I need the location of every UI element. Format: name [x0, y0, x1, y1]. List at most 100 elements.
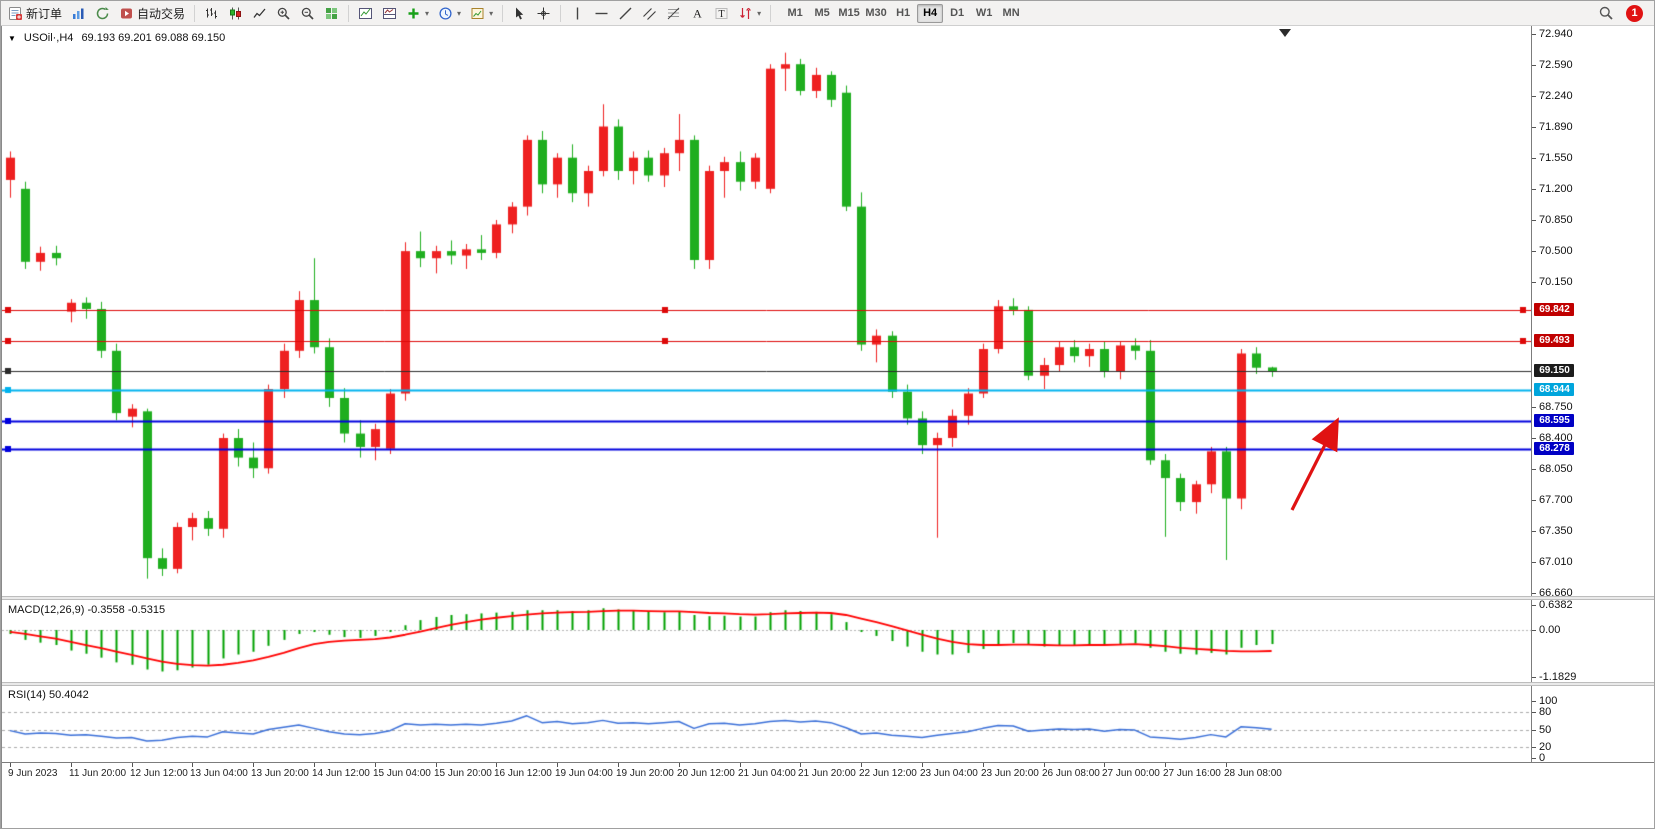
new-order-button[interactable]: 新订单 — [4, 3, 66, 24]
chart-title: ▼ USOil·,H4 69.193 69.201 69.088 69.150 — [8, 32, 225, 44]
tile-windows-button[interactable] — [320, 3, 343, 24]
price-axis-tick — [1532, 562, 1536, 563]
chart-subwindow-button[interactable] — [378, 3, 401, 24]
new-order-icon — [8, 6, 23, 21]
template-icon — [470, 6, 485, 21]
horizontal-line-tool-button[interactable] — [590, 3, 613, 24]
zoom-out-button[interactable] — [296, 3, 319, 24]
time-axis-label: 13 Jun 20:00 — [251, 768, 309, 779]
time-axis-label: 19 Jun 20:00 — [616, 768, 674, 779]
vertical-line-tool-button[interactable] — [566, 3, 589, 24]
price-axis-label: 20 — [1539, 741, 1552, 753]
time-axis-label: 15 Jun 20:00 — [434, 768, 492, 779]
fibonacci-icon — [666, 6, 681, 21]
time-axis-label: 19 Jun 04:00 — [555, 768, 613, 779]
zoom-in-button[interactable] — [272, 3, 295, 24]
time-axis-tick — [192, 763, 193, 767]
time-axis-tick — [800, 763, 801, 767]
price-axis-label: 50 — [1539, 724, 1552, 736]
chevron-down-icon: ▾ — [757, 8, 762, 18]
chevron-down-icon: ▾ — [457, 8, 462, 18]
timeframe-button-h1[interactable]: H1 — [890, 4, 916, 23]
time-axis-label: 26 Jun 08:00 — [1042, 768, 1100, 779]
crosshair-icon — [536, 6, 551, 21]
notification-badge[interactable]: 1 — [1626, 4, 1643, 22]
crosshair-tool-button[interactable] — [532, 3, 555, 24]
time-axis-tick — [10, 763, 11, 767]
label-tool-button[interactable]: T — [710, 3, 733, 24]
price-axis-tick — [1532, 730, 1536, 731]
time-axis-label: 27 Jun 00:00 — [1102, 768, 1160, 779]
time-axis-tick — [740, 763, 741, 767]
time-axis-label: 12 Jun 12:00 — [130, 768, 188, 779]
price-axis-tick — [1532, 605, 1536, 606]
arrows-tool-button[interactable]: ▾ — [734, 3, 765, 24]
market-watch-button[interactable] — [67, 3, 90, 24]
timeframe-button-w1[interactable]: W1 — [971, 4, 997, 23]
timeframe-button-m30[interactable]: M30 — [863, 4, 889, 23]
main-chart-canvas[interactable] — [2, 28, 1531, 596]
macd-canvas[interactable] — [2, 600, 1531, 682]
time-axis-label: 23 Jun 04:00 — [920, 768, 978, 779]
timeframe-button-mn[interactable]: MN — [998, 4, 1024, 23]
timeframe-button-h4[interactable]: H4 — [917, 3, 944, 23]
toolbar-separator — [560, 4, 562, 22]
timeframe-button-m5[interactable]: M5 — [809, 4, 835, 23]
cursor-icon — [512, 6, 527, 21]
price-axis-tick — [1532, 220, 1536, 221]
price-axis[interactable]: 72.940 72.590 72.240 71.890 71.550 71.200 70.8… — [1531, 26, 1654, 764]
chevron-down-icon: ▾ — [489, 8, 494, 18]
trendline-tool-button[interactable] — [614, 3, 637, 24]
tile-windows-icon — [324, 6, 339, 21]
add-indicator-button[interactable]: ▾ — [402, 3, 433, 24]
bar-chart-icon — [204, 6, 219, 21]
time-axis-tick — [1165, 763, 1166, 767]
time-axis[interactable]: 9 Jun 2023 11 Jun 20:00 12 Jun 12:00 13 Jun… — [2, 762, 1654, 788]
price-badge-68.595: 68.595 — [1534, 414, 1574, 427]
refresh-button[interactable] — [91, 3, 114, 24]
candlestick-icon — [228, 6, 243, 21]
text-tool-button[interactable]: A — [686, 3, 709, 24]
chart-workspace: ▼ USOil·,H4 69.193 69.201 69.088 69.150 … — [1, 26, 1654, 828]
price-axis-label: 67.350 — [1539, 525, 1573, 537]
timeframe-button-m15[interactable]: M15 — [836, 4, 862, 23]
channel-tool-button[interactable] — [638, 3, 661, 24]
new-order-label: 新订单 — [26, 6, 63, 21]
macd-rsi-splitter[interactable] — [2, 682, 1654, 686]
candlestick-chart-button[interactable] — [224, 3, 247, 24]
fibonacci-tool-button[interactable] — [662, 3, 685, 24]
rsi-indicator-label: RSI(14) 50.4042 — [8, 689, 89, 701]
chart-shift-marker — [1279, 29, 1291, 37]
time-axis-label: 15 Jun 04:00 — [373, 768, 431, 779]
price-axis-tick — [1532, 96, 1536, 97]
templates-menu-button[interactable]: ▾ — [466, 3, 497, 24]
timeframe-button-m1[interactable]: M1 — [782, 4, 808, 23]
rsi-canvas[interactable] — [2, 686, 1531, 762]
chart-window-button[interactable] — [354, 3, 377, 24]
time-axis-label: 27 Jun 16:00 — [1163, 768, 1221, 779]
bar-chart-button[interactable] — [200, 3, 223, 24]
text-label-icon: T — [714, 6, 729, 21]
chart-macd-splitter[interactable] — [2, 596, 1654, 600]
autotrading-button[interactable]: 自动交易 — [115, 3, 189, 24]
time-axis-tick — [1044, 763, 1045, 767]
time-axis-tick — [557, 763, 558, 767]
timeframe-button-d1[interactable]: D1 — [944, 4, 970, 23]
time-axis-tick — [861, 763, 862, 767]
zoom-in-icon — [276, 6, 291, 21]
cursor-tool-button[interactable] — [508, 3, 531, 24]
price-badge-68.944: 68.944 — [1534, 383, 1574, 396]
text-a-icon: A — [690, 6, 705, 21]
one-click-trading-icon[interactable]: ▼ — [8, 33, 16, 43]
line-chart-button[interactable] — [248, 3, 271, 24]
time-axis-tick — [922, 763, 923, 767]
price-axis-tick — [1532, 127, 1536, 128]
add-indicator-icon — [406, 6, 421, 21]
price-axis-label: -1.1829 — [1539, 671, 1577, 683]
macd-indicator-label: MACD(12,26,9) -0.3558 -0.5315 — [8, 604, 166, 616]
search-button[interactable] — [1594, 3, 1618, 24]
price-axis-label: 72.240 — [1539, 90, 1573, 102]
periods-menu-button[interactable]: ▾ — [434, 3, 465, 24]
price-axis-tick — [1532, 531, 1536, 532]
